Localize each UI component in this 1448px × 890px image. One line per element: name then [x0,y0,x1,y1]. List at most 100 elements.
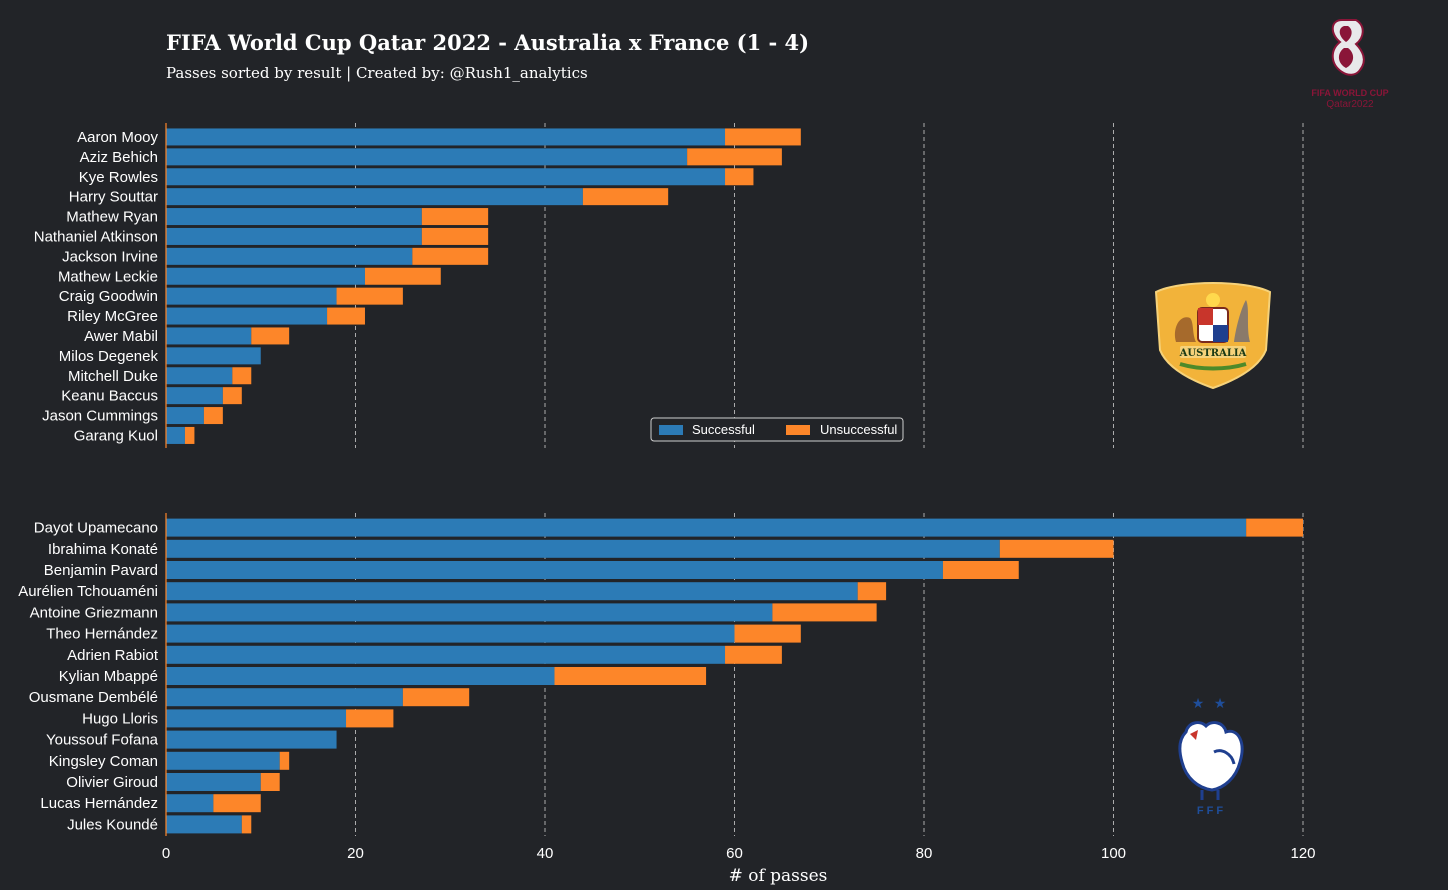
player-label: Theo Hernández [46,626,158,643]
bar-unsuccessful [260,773,280,791]
bar-unsuccessful [772,603,877,622]
player-label: Awer Mabil [84,328,158,345]
bar-successful [166,168,726,186]
bar-successful [166,730,337,749]
bar-successful [166,667,555,685]
bar-successful [166,347,261,365]
bar-unsuccessful [734,624,801,643]
bar-successful [166,751,280,770]
bar-successful [166,561,943,579]
svg-text:★: ★ [1214,695,1227,711]
bar-successful [166,539,1000,558]
bar-successful [166,645,726,664]
bar-unsuccessful [554,667,707,685]
player-label: Olivier Giroud [66,774,158,791]
bar-successful [166,188,583,206]
bar-unsuccessful [725,168,754,186]
bar-unsuccessful [213,794,261,813]
legend-box [650,417,904,442]
chart-subtitle: Passes sorted by result | Created by: @R… [166,64,588,82]
player-label: Harry Souttar [69,189,158,206]
player-label: Mitchell Duke [68,368,158,385]
player-label: Mathew Ryan [66,209,158,226]
bar-successful [166,407,204,425]
player-label: Riley McGree [67,308,158,325]
player-label: Adrien Rabiot [67,647,159,664]
chart-title: FIFA World Cup Qatar 2022 - Australia x … [166,30,810,55]
bar-successful [166,367,233,385]
bar-successful [166,518,1247,537]
player-label: Jules Koundé [67,816,158,833]
bar-unsuccessful [336,287,403,305]
france-rooster-crest-icon: ★ ★ F F F [1178,695,1244,817]
bar-unsuccessful [421,227,489,245]
player-label: Lucas Hernández [40,795,158,812]
bar-successful [166,624,735,643]
player-label: Youssouf Fofana [46,732,159,749]
bar-successful [166,208,422,226]
bar-successful [166,426,185,444]
player-label: Jason Cummings [42,408,158,425]
player-label: Antoine Griezmann [30,604,158,621]
crest-au-text: AUSTRALIA [1179,348,1247,359]
bar-successful [166,128,726,146]
player-label: Jackson Irvine [62,248,158,265]
bar-successful [166,267,365,285]
bar-unsuccessful [241,815,252,834]
x-tick-label: 80 [916,845,933,862]
x-tick-label: 0 [162,845,170,862]
bar-successful [166,148,688,166]
player-label: Dayot Upamecano [34,520,158,537]
player-label: Mathew Leckie [58,268,158,285]
bar-successful [166,815,242,834]
bar-unsuccessful [412,247,489,265]
player-label: Hugo Lloris [82,710,158,727]
bar-successful [166,247,413,265]
player-label: Garang Kuol [74,427,158,444]
bar-unsuccessful [346,709,394,728]
player-label: Aziz Behich [80,149,158,166]
logo-line1: FIFA WORLD CUP [1311,88,1388,98]
bar-unsuccessful [327,307,365,325]
x-tick-label: 120 [1290,845,1315,862]
player-label: Aaron Mooy [77,129,158,146]
bar-successful [166,327,252,345]
bar-unsuccessful [687,148,782,166]
bar-unsuccessful [421,208,489,226]
bar-successful [166,287,337,305]
legend-label-successful: Successful [692,422,755,437]
legend-label-unsuccessful: Unsuccessful [820,422,897,437]
crest-fr-text: F F F [1197,805,1224,817]
bar-unsuccessful [582,188,669,206]
player-label: Benjamin Pavard [44,562,158,579]
bar-unsuccessful [184,426,195,444]
player-label: Kingsley Coman [49,753,158,770]
player-label: Kye Rowles [79,169,158,186]
x-tick-label: 60 [726,845,743,862]
bar-successful [166,387,223,405]
legend-swatch-successful [659,425,683,435]
bar-unsuccessful [857,582,887,601]
bar-unsuccessful [999,539,1114,558]
svg-text:★: ★ [1192,695,1205,711]
bar-unsuccessful [279,751,290,770]
bar-unsuccessful [942,561,1019,579]
bar-unsuccessful [1246,518,1303,537]
player-label: Ibrahima Konaté [48,541,158,558]
bar-successful [166,582,858,601]
bar-successful [166,773,261,791]
player-label: Aurélien Tchouaméni [18,583,158,600]
bar-successful [166,227,422,245]
bar-unsuccessful [251,327,290,345]
world-cup-trophy-icon: FIFA WORLD CUP Qatar2022 [1311,19,1389,110]
x-tick-label: 100 [1101,845,1126,862]
x-tick-label: 40 [537,845,554,862]
logo-line2: Qatar2022 [1326,99,1374,110]
player-label: Ousmane Dembélé [29,689,158,706]
bar-successful [166,709,347,728]
player-label: Nathaniel Atkinson [34,228,158,245]
bar-unsuccessful [725,128,801,146]
bar-successful [166,603,773,622]
australia-crest-icon: AUSTRALIA [1154,282,1272,390]
